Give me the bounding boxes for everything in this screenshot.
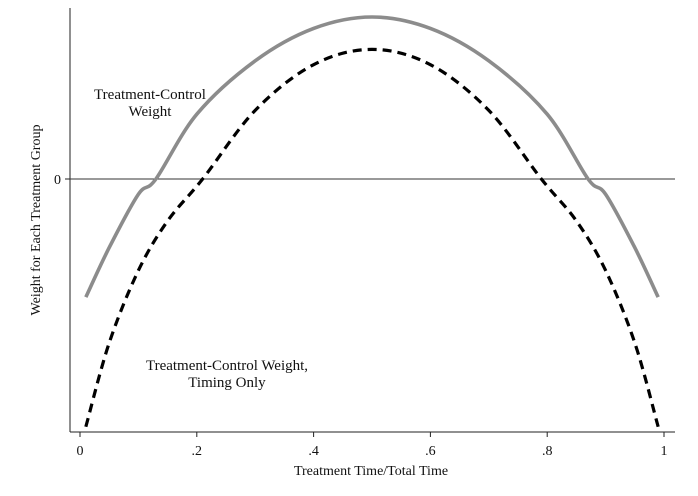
x-tick-label: .8 bbox=[542, 444, 553, 459]
y-tick-label: 0 bbox=[54, 173, 61, 188]
x-tick-label: .6 bbox=[425, 444, 436, 459]
annotation-line: Timing Only bbox=[188, 375, 266, 391]
x-tick-label: .4 bbox=[308, 444, 319, 459]
axes bbox=[69, 8, 675, 433]
annotation-treatment-control-weight: Treatment-Control Weight bbox=[80, 87, 220, 121]
x-axis-title: Treatment Time/Total Time bbox=[294, 464, 448, 479]
annotation-line: Treatment-Control Weight, bbox=[145, 358, 309, 374]
annotation-line: Weight bbox=[128, 104, 172, 120]
annotation-timing-only: Treatment-Control Weight, Timing Only bbox=[122, 358, 332, 392]
series-layer bbox=[84, 15, 660, 428]
x-tick-label: 1 bbox=[661, 444, 668, 459]
y-axis-title: Weight for Each Treatment Group bbox=[29, 125, 44, 316]
x-tick-label: .2 bbox=[192, 444, 203, 459]
series-line-timing-only bbox=[84, 47, 660, 428]
series-line-treatment-control-weight bbox=[84, 15, 660, 298]
ticks: 0 .2 .4 .6 .8 1 0 bbox=[54, 173, 668, 459]
annotation-line: Treatment-Control bbox=[94, 87, 206, 103]
x-tick-label: 0 bbox=[77, 444, 84, 459]
